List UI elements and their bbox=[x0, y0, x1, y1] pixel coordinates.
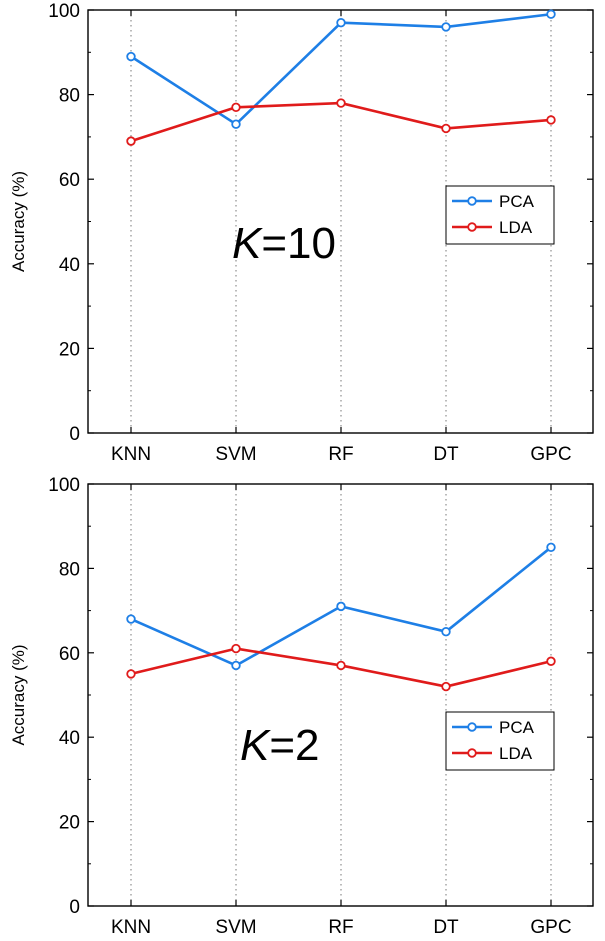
x-tick-label: DT bbox=[433, 917, 459, 938]
data-point-lda bbox=[546, 656, 556, 666]
legend-marker bbox=[467, 196, 477, 206]
chart-panel-1: 0 20 40 60 80 100 KNN SVM RF DT GPC Accuracy (%) PCA… bbox=[9, 1, 594, 465]
data-point-lda bbox=[231, 643, 241, 654]
data-point-lda bbox=[546, 115, 556, 125]
y-axis-label: Accuracy (%) bbox=[9, 171, 28, 272]
data-point-pca bbox=[336, 601, 346, 612]
panel-annotation: K=10 bbox=[232, 219, 336, 268]
y-tick-label: 20 bbox=[59, 813, 80, 834]
data-point-lda bbox=[126, 136, 136, 146]
y-tick-label: 0 bbox=[69, 424, 80, 445]
data-point-pca bbox=[546, 542, 556, 552]
data-point-pca bbox=[546, 9, 556, 19]
y-axis-label: Accuracy (%) bbox=[9, 644, 28, 745]
data-point-lda bbox=[336, 660, 346, 671]
legend-marker bbox=[467, 748, 477, 758]
legend-box bbox=[445, 185, 555, 245]
data-point-lda bbox=[231, 102, 241, 112]
y-tick-label: 80 bbox=[59, 559, 80, 580]
data-point-pca bbox=[126, 51, 136, 62]
y-tick-label: 100 bbox=[48, 1, 80, 22]
data-point-lda bbox=[336, 98, 346, 108]
x-tick-label: GPC bbox=[530, 917, 571, 938]
legend-marker bbox=[467, 722, 477, 732]
data-point-pca bbox=[441, 627, 451, 637]
y-tick-label: 80 bbox=[59, 86, 80, 107]
y-tick-label: 100 bbox=[48, 475, 80, 496]
legend-marker bbox=[467, 222, 477, 232]
y-tick-label: 60 bbox=[59, 170, 80, 191]
legend-label: LDA bbox=[499, 744, 533, 763]
data-point-lda bbox=[126, 669, 136, 679]
data-point-pca bbox=[126, 614, 136, 624]
y-tick-label: 20 bbox=[59, 339, 80, 360]
x-tick-label: KNN bbox=[111, 444, 151, 465]
legend-label: LDA bbox=[499, 218, 533, 237]
x-tick-label: KNN bbox=[111, 917, 151, 938]
x-tick-label: RF bbox=[328, 917, 353, 938]
x-tick-label: DT bbox=[433, 444, 459, 465]
y-tick-label: 40 bbox=[59, 255, 80, 276]
y-tick-label: 60 bbox=[59, 644, 80, 665]
data-point-lda bbox=[441, 123, 451, 134]
data-point-pca bbox=[336, 17, 346, 28]
data-point-lda bbox=[441, 681, 451, 692]
y-tick-label: 0 bbox=[69, 897, 80, 918]
x-tick-label: GPC bbox=[530, 444, 571, 465]
legend: PCA LDA bbox=[445, 711, 555, 771]
y-tick-label: 40 bbox=[59, 728, 80, 749]
x-tick-label: RF bbox=[328, 444, 353, 465]
chart-panel-2: 0 20 40 60 80 100 KNN SVM RF DT GPC Accuracy (%) PCA… bbox=[9, 475, 594, 938]
data-point-pca bbox=[231, 660, 241, 671]
x-tick-label: SVM bbox=[215, 444, 256, 465]
legend-label: PCA bbox=[499, 192, 535, 211]
legend-label: PCA bbox=[499, 718, 535, 737]
panel-annotation: K=2 bbox=[240, 721, 320, 770]
data-point-pca bbox=[231, 119, 241, 129]
legend: PCA LDA bbox=[445, 185, 555, 245]
data-point-pca bbox=[441, 22, 451, 32]
legend-box bbox=[445, 711, 555, 771]
x-tick-label: SVM bbox=[215, 917, 256, 938]
